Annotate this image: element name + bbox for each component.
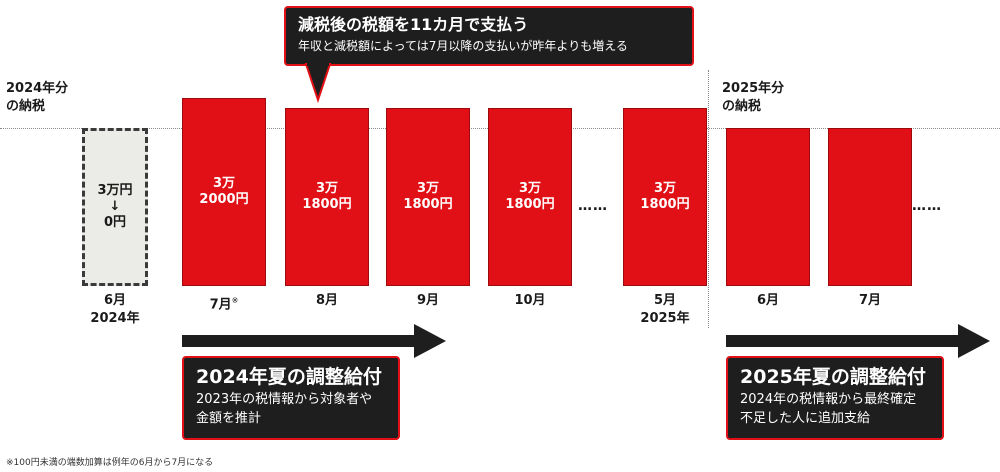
label-2024-tax: 2024年分 の納税 bbox=[6, 81, 69, 114]
bar-may-2025: 3万 1800円 bbox=[623, 108, 707, 286]
month-label-september: 9月 bbox=[416, 293, 440, 308]
callout-pointer bbox=[304, 62, 332, 104]
adjustment-box-2025: 2025年夏の調整給付 2024年の税情報から最終確定 不足した人に追加支給 bbox=[726, 356, 944, 440]
ellipsis-2: …… bbox=[912, 198, 942, 214]
adjustment-title-2024: 2024年夏の調整給付 bbox=[196, 366, 382, 388]
month-label-august: 8月 bbox=[315, 293, 339, 308]
footnote: ※100円未満の端数加算は例年の6月から7月になる bbox=[6, 458, 214, 468]
timeline-arrow-2025 bbox=[726, 324, 990, 358]
month-label-july-2025: 7月 bbox=[858, 293, 882, 308]
ellipsis-1: …… bbox=[578, 198, 608, 214]
bar-july-2024: 3万 2000円 bbox=[182, 98, 266, 286]
month-label-july-2024: 7月※ bbox=[209, 296, 239, 313]
adjustment-body-2025: 2024年の税情報から最終確定 不足した人に追加支給 bbox=[740, 392, 917, 426]
callout-subtitle: 年収と減税額によっては7月以降の支払いが昨年よりも増える bbox=[298, 39, 628, 53]
bar-june-2025 bbox=[726, 128, 810, 286]
footnote-mark: ※ bbox=[231, 296, 239, 305]
bar-june-2024: 3万円 ↓ 0円 bbox=[82, 128, 148, 286]
timeline-arrow-2024 bbox=[182, 324, 446, 358]
bar-august-2024: 3万 1800円 bbox=[285, 108, 369, 286]
year-divider-line bbox=[708, 70, 709, 328]
month-label-june-2024: 6月 2024年 bbox=[90, 293, 140, 326]
adjustment-body-2024: 2023年の税情報から対象者や 金額を推計 bbox=[196, 392, 373, 426]
bar-september-2024: 3万 1800円 bbox=[386, 108, 470, 286]
month-label-october: 10月 bbox=[514, 293, 546, 308]
month-label-june-2025: 6月 bbox=[756, 293, 780, 308]
label-2025-tax: 2025年分 の納税 bbox=[722, 81, 785, 114]
callout-box: 減税後の税額を11カ月で支払う 年収と減税額によっては7月以降の支払いが昨年より… bbox=[284, 6, 694, 66]
callout-title: 減税後の税額を11カ月で支払う bbox=[298, 15, 529, 34]
bar-july-2025 bbox=[828, 128, 912, 286]
adjustment-box-2024: 2024年夏の調整給付 2023年の税情報から対象者や 金額を推計 bbox=[182, 356, 400, 440]
month-label-may-2025: 5月 2025年 bbox=[640, 293, 690, 326]
adjustment-title-2025: 2025年夏の調整給付 bbox=[740, 366, 926, 388]
bar-october-2024: 3万 1800円 bbox=[488, 108, 572, 286]
